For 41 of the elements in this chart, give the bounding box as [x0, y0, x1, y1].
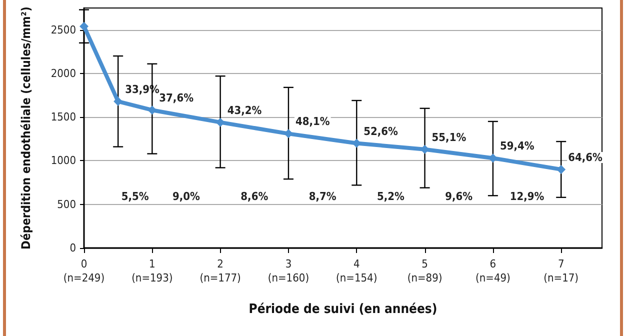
annotation: 12,9%: [510, 190, 544, 203]
text: (n=160): [268, 272, 310, 284]
text: (n=154): [336, 272, 378, 284]
text: (n=49): [476, 272, 511, 284]
x-tick-label: 7: [558, 258, 564, 270]
y-tick-label: 500: [57, 198, 76, 211]
annotation: 5,2%: [376, 190, 405, 203]
annotation: 52,6%: [364, 124, 398, 138]
y-tick-label: 0: [70, 242, 76, 254]
x-tick-label: 0: [80, 258, 88, 270]
y-tick-label: 2000: [50, 66, 76, 80]
annotation: 64,6%: [568, 150, 603, 164]
y-tick-label: 1000: [50, 154, 76, 168]
y-axis-title: Déperdition endothéliale (cellules/mm²): [19, 6, 33, 250]
point: [556, 164, 566, 174]
y-tick-label: 2500: [50, 23, 76, 36]
annotation: 55,1%: [432, 130, 466, 144]
x-axis-title: Période de suivi (en années): [248, 302, 438, 317]
annotation: 37,6%: [159, 92, 194, 105]
text: (n=193): [132, 272, 173, 284]
annotation: 9,6%: [445, 190, 473, 203]
annotation: 8,6%: [240, 190, 268, 203]
annotation: 5,5%: [121, 190, 149, 203]
x-tick-label: 3: [285, 258, 292, 270]
annotation: 59,4%: [500, 140, 534, 153]
x-tick-label: 1: [149, 258, 156, 270]
x-tick-label: 2: [217, 258, 224, 270]
x-tick-label: 6: [490, 258, 496, 270]
annotation: 8,7%: [308, 190, 336, 203]
annotation: 9,0%: [172, 190, 200, 203]
text: (n=177): [200, 272, 242, 284]
point: [114, 96, 123, 106]
y-tick-label: 1500: [50, 110, 76, 124]
point: [80, 22, 88, 31]
x-tick-label: 4: [353, 258, 360, 270]
annotation: 48,1%: [295, 115, 330, 128]
text: (n=89): [407, 272, 442, 284]
text: (n=249): [63, 272, 105, 284]
text: (n=17): [544, 272, 579, 284]
annotation: 43,2%: [227, 104, 262, 117]
x-tick-label: 5: [422, 258, 428, 270]
